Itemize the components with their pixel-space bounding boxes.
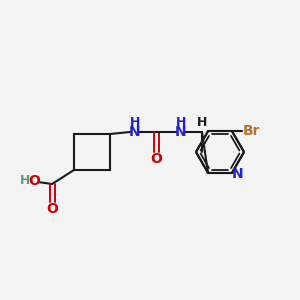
Text: O: O bbox=[46, 202, 58, 216]
Text: H: H bbox=[197, 116, 207, 130]
Text: H: H bbox=[130, 116, 140, 130]
Text: N: N bbox=[232, 167, 244, 181]
Text: H: H bbox=[20, 175, 30, 188]
Text: O: O bbox=[150, 152, 162, 166]
Text: Br: Br bbox=[243, 124, 261, 138]
Text: N: N bbox=[175, 125, 187, 139]
Text: O: O bbox=[28, 174, 40, 188]
Text: H: H bbox=[176, 116, 186, 130]
Text: N: N bbox=[129, 125, 141, 139]
